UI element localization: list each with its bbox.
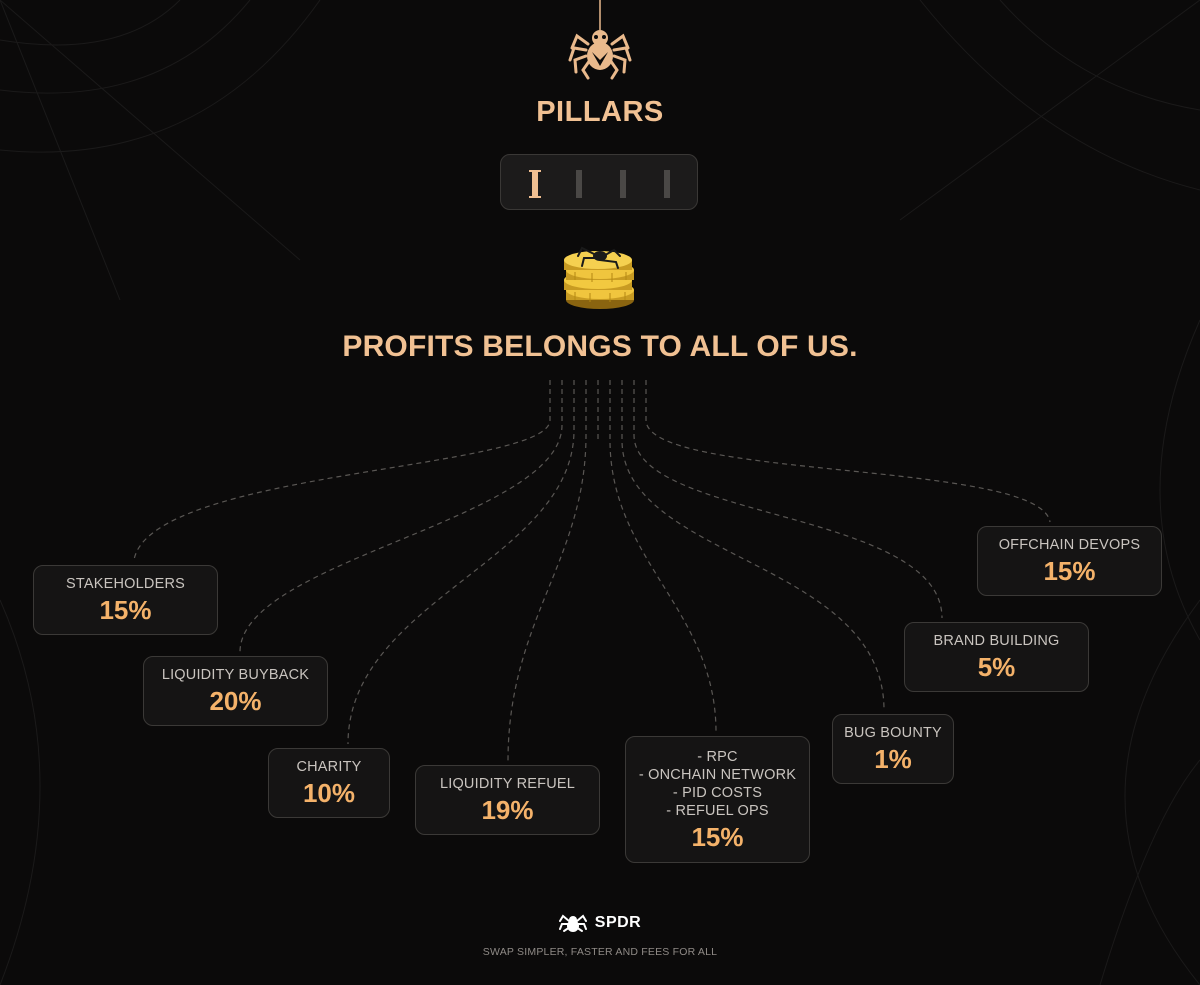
- allocation-card-brand-building: BRAND BUILDING 5%: [904, 622, 1089, 692]
- connector-line-8: [645, 380, 1051, 523]
- pillar-glyph: I: [620, 170, 626, 198]
- brand-footer: SPDR: [0, 912, 1200, 934]
- allocation-card-rpc: - RPC - ONCHAIN NETWORK - PID COSTS - RE…: [625, 736, 810, 863]
- pillar-tab-3[interactable]: I: [613, 170, 633, 198]
- allocation-value: 15%: [1043, 556, 1096, 586]
- connector-line-5: [609, 380, 717, 733]
- allocation-value: 20%: [209, 686, 262, 716]
- allocation-label: OFFCHAIN DEVOPS: [998, 537, 1141, 553]
- pillar-glyph: I: [576, 170, 582, 198]
- allocation-card-liquidity-buyback: LIQUIDITY BUYBACK 20%: [143, 656, 328, 726]
- allocation-label: STAKEHOLDERS: [66, 576, 185, 592]
- pillar-selector: IIII: [500, 154, 698, 210]
- allocation-label: CHARITY: [296, 759, 362, 775]
- pillar-tab-2[interactable]: I: [569, 170, 589, 198]
- allocation-card-bug-bounty: BUG BOUNTY 1%: [832, 714, 954, 784]
- allocation-label: - RPC - ONCHAIN NETWORK - PID COSTS - RE…: [638, 748, 797, 819]
- connector-line-4: [507, 380, 587, 762]
- allocation-label: LIQUIDITY REFUEL: [439, 776, 576, 792]
- connector-line-3: [347, 380, 575, 745]
- brand-name: SPDR: [594, 914, 642, 931]
- pillar-glyph: I: [532, 170, 538, 198]
- allocation-value: 1%: [874, 744, 912, 774]
- page-title: PILLARS: [536, 96, 664, 128]
- allocation-label: LIQUIDITY BUYBACK: [161, 667, 310, 683]
- connector-line-1: [133, 380, 551, 561]
- pillar-tab-4[interactable]: I: [657, 170, 677, 198]
- allocation-label: BUG BOUNTY: [844, 725, 942, 741]
- allocation-card-offchain-devops: OFFCHAIN DEVOPS 15%: [977, 526, 1162, 596]
- allocation-value: 5%: [977, 652, 1016, 682]
- allocation-value: 15%: [691, 821, 744, 852]
- allocation-value: 15%: [99, 595, 152, 625]
- allocation-card-stakeholders: STAKEHOLDERS 15%: [33, 565, 218, 635]
- spdr-logo-icon: [558, 914, 587, 932]
- connector-line-6: [621, 380, 885, 711]
- allocation-card-charity: CHARITY 10%: [268, 748, 390, 818]
- allocation-label: BRAND BUILDING: [933, 633, 1060, 649]
- tagline: PROFITS BELONGS TO ALL OF US.: [342, 330, 858, 363]
- pillar-glyph: I: [664, 170, 670, 198]
- pillar-tab-1[interactable]: I: [525, 170, 545, 198]
- allocation-value: 19%: [481, 795, 534, 825]
- slogan: SWAP SIMPLER, FASTER AND FEES FOR ALL: [482, 946, 718, 958]
- spider-icon: [568, 0, 632, 80]
- connector-line-7: [633, 380, 943, 619]
- coin-stack-icon: [564, 246, 634, 309]
- allocation-card-liquidity-refuel: LIQUIDITY REFUEL 19%: [415, 765, 600, 835]
- connector-line-2: [239, 380, 563, 653]
- allocation-value: 10%: [302, 778, 356, 808]
